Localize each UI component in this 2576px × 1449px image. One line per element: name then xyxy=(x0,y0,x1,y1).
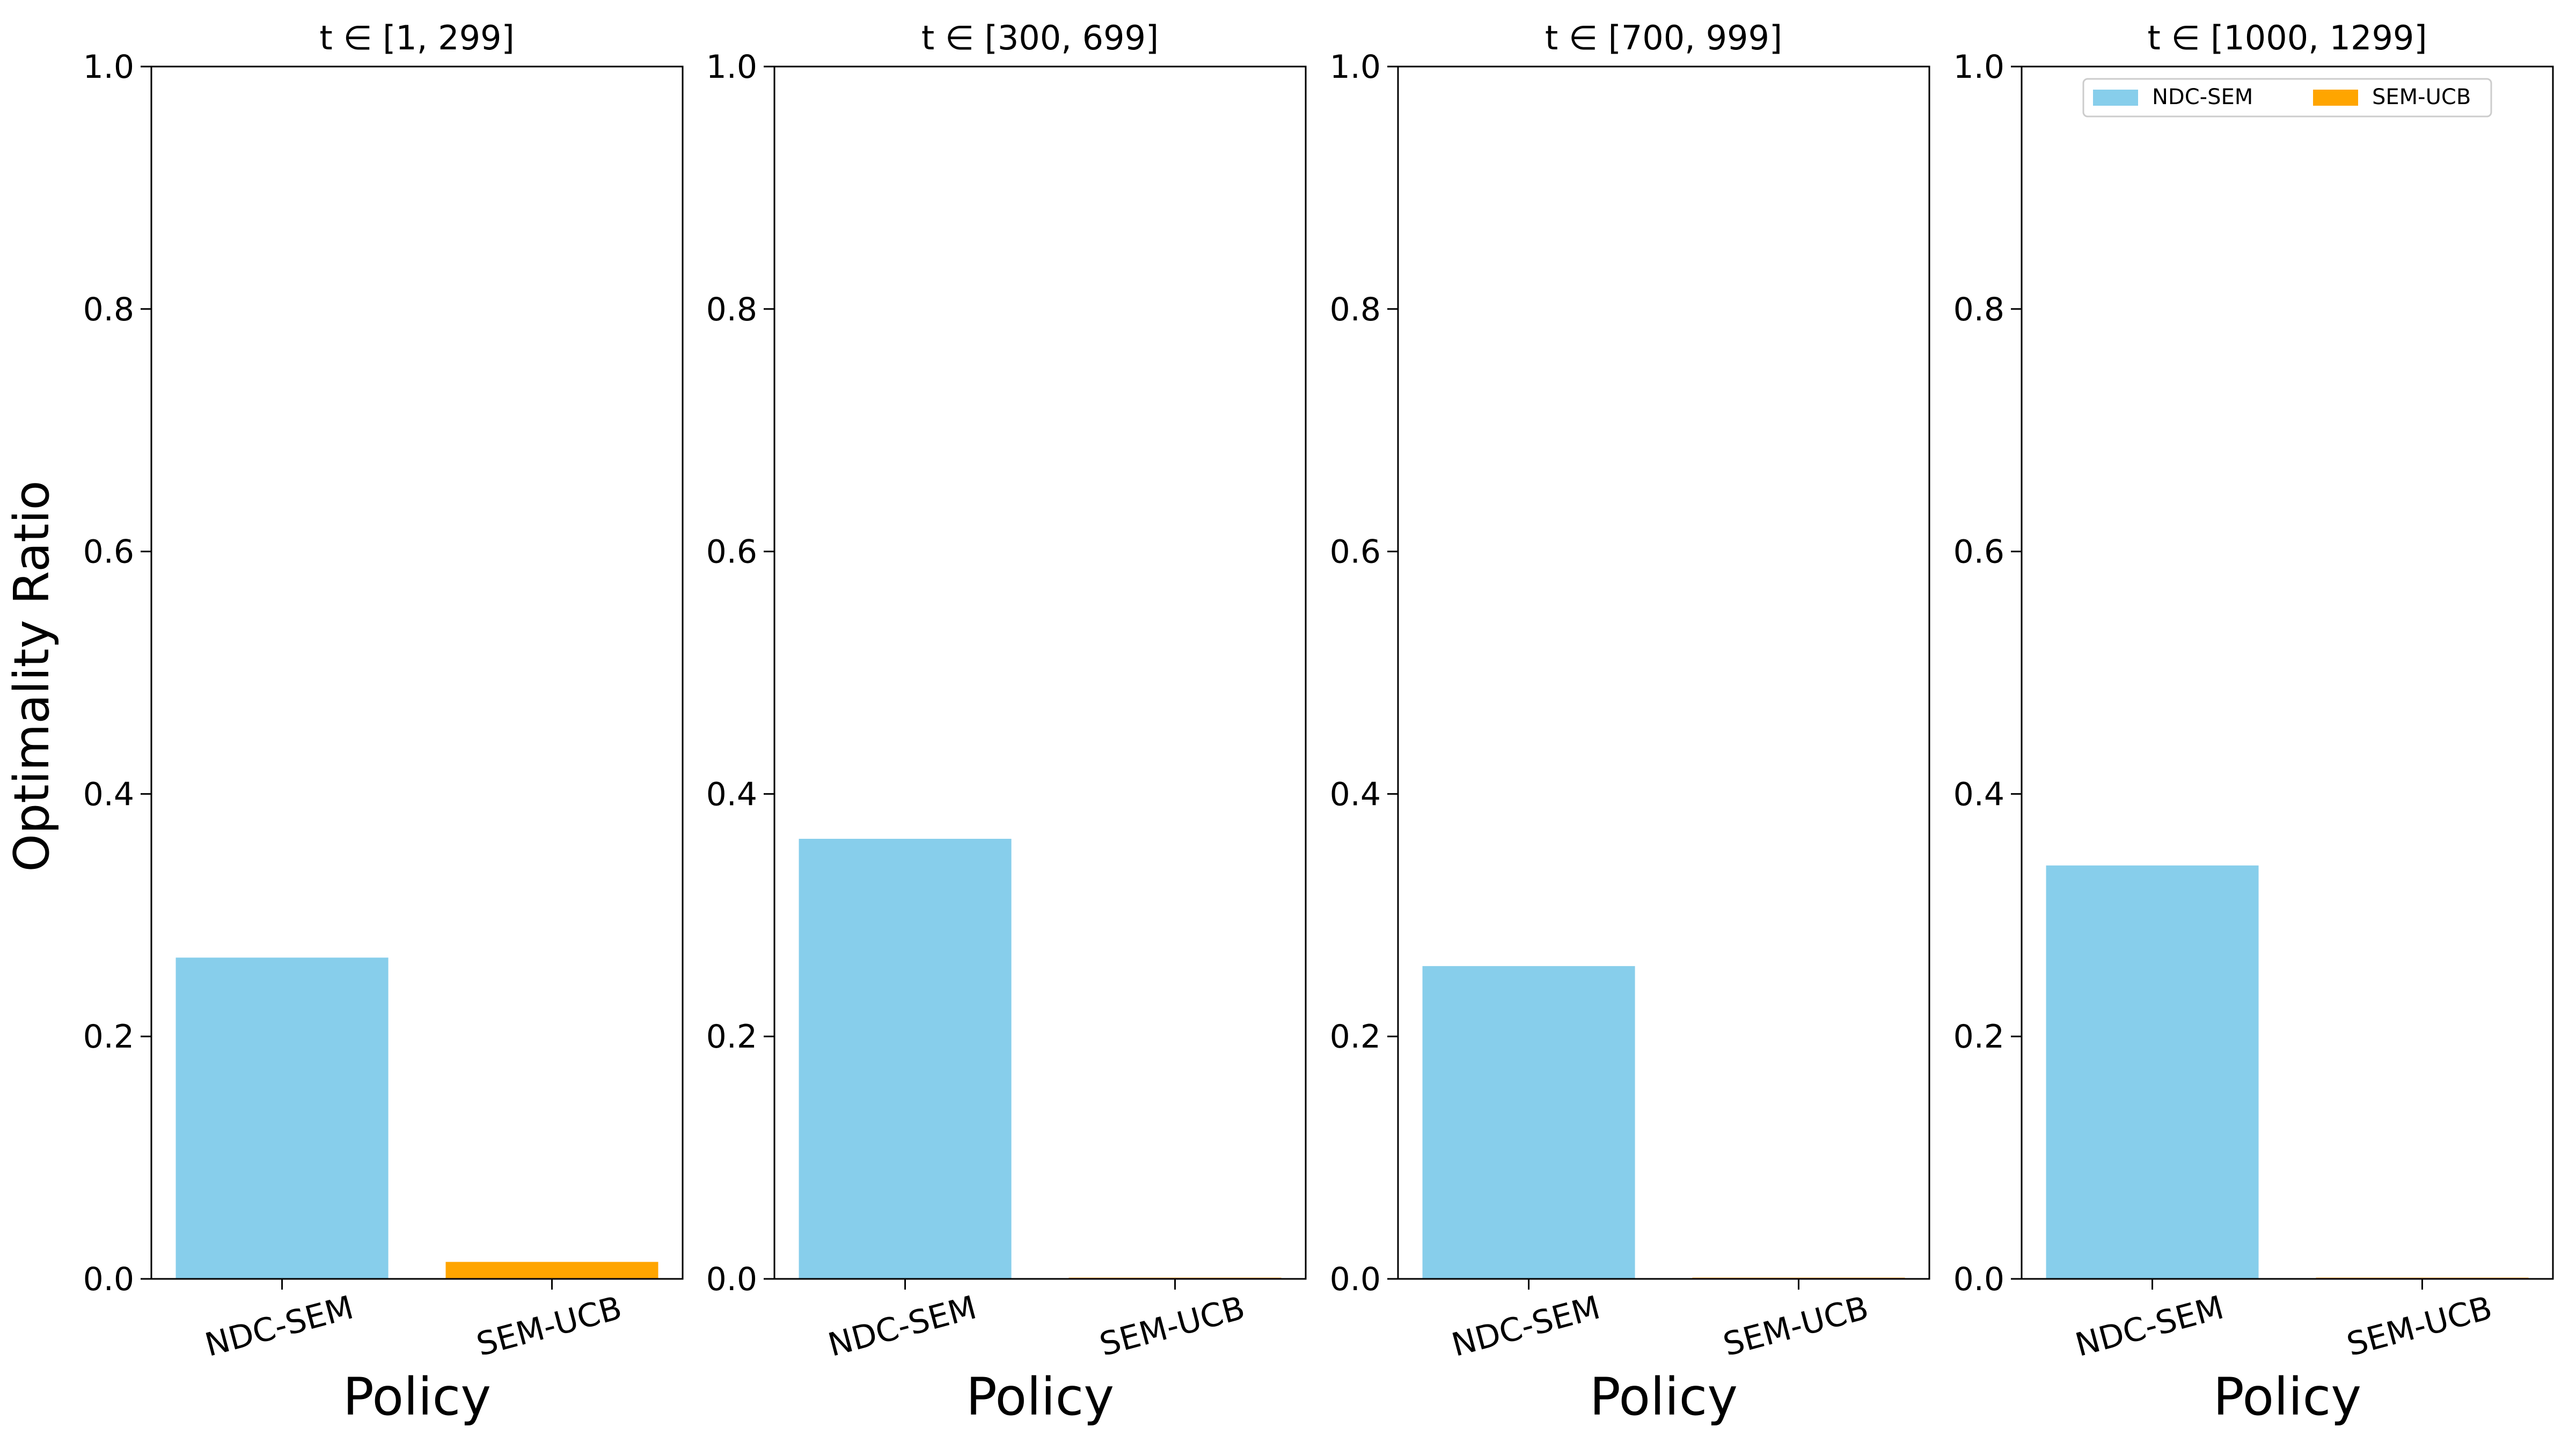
bar-ndc-sem xyxy=(2046,865,2259,1279)
y-tick-label: 0.8 xyxy=(1953,291,2004,328)
y-tick-label: 0.2 xyxy=(706,1018,757,1056)
y-tick-label: 0.2 xyxy=(83,1018,134,1056)
bar-ndc-sem xyxy=(175,957,389,1279)
panel-title: t ∈ [1, 299] xyxy=(319,18,514,57)
legend-swatch-ndc-sem xyxy=(2093,90,2138,106)
legend: NDC-SEM SEM-UCB xyxy=(2082,78,2492,118)
y-tick-label: 0.4 xyxy=(706,775,757,813)
panel-4: t ∈ [1000, 1299] 0.0 0.2 0.4 0.6 0.8 1.0 NDC-SE… xyxy=(1953,18,2554,1427)
y-tick-label: 0.0 xyxy=(1330,1261,1381,1298)
y-tick-label: 0.2 xyxy=(1953,1018,2004,1056)
panel-3: t ∈ [700, 999] 0.0 0.2 0.4 0.6 0.8 1.0 NDC-SEM S… xyxy=(1330,18,1930,1427)
x-axis-label: Policy xyxy=(343,1367,491,1427)
y-tick-label: 0.6 xyxy=(1330,533,1381,571)
x-axis-label: Policy xyxy=(2213,1367,2361,1427)
y-tick-label: 0.6 xyxy=(706,533,757,571)
legend-frame xyxy=(2082,78,2492,118)
x-axis-label: Policy xyxy=(1590,1367,1738,1427)
x-axis-label: Policy xyxy=(966,1367,1114,1427)
y-tick-label: 0.0 xyxy=(706,1261,757,1298)
x-tick-label-sem-ucb: SEM-UCB xyxy=(2343,1289,2496,1364)
x-tick-label-sem-ucb: SEM-UCB xyxy=(1096,1289,1249,1364)
axes-frame xyxy=(2021,65,2554,1280)
legend-swatch-sem-ucb xyxy=(2313,90,2358,106)
x-tick-label-ndc-sem: NDC-SEM xyxy=(2072,1289,2228,1364)
panel-2: t ∈ [300, 699] 0.0 0.2 0.4 0.6 0.8 1.0 NDC-SEM S… xyxy=(706,18,1307,1427)
y-tick-label: 0.6 xyxy=(83,533,134,571)
axes-frame xyxy=(773,65,1307,1280)
y-tick-label: 1.0 xyxy=(1953,48,2004,86)
y-axis-label: Optimality Ratio xyxy=(4,480,60,872)
x-tick-label-ndc-sem: NDC-SEM xyxy=(1448,1289,1604,1364)
x-tick-label-sem-ucb: SEM-UCB xyxy=(473,1289,626,1364)
y-tick-label: 0.8 xyxy=(83,291,134,328)
bar-ndc-sem xyxy=(799,838,1012,1279)
axes-frame xyxy=(150,65,684,1280)
y-tick-label: 0.8 xyxy=(1330,291,1381,328)
x-tick-label-ndc-sem: NDC-SEM xyxy=(824,1289,980,1364)
bar-sem-ucb xyxy=(445,1262,658,1279)
legend-label-sem-ucb: SEM-UCB xyxy=(2372,85,2471,109)
y-tick-label: 1.0 xyxy=(1330,48,1381,86)
panel-title: t ∈ [700, 999] xyxy=(1545,18,1782,57)
panel-1: t ∈ [1, 299] 0.0 0.2 0.4 0.6 0.8 1.0 NDC-SEM SEM… xyxy=(83,18,684,1427)
x-tick-label-ndc-sem: NDC-SEM xyxy=(201,1289,357,1364)
y-tick-label: 0.6 xyxy=(1953,533,2004,571)
x-tick-label-sem-ucb: SEM-UCB xyxy=(1719,1289,1872,1364)
y-tick-label: 0.2 xyxy=(1330,1018,1381,1056)
bar-ndc-sem xyxy=(1422,966,1635,1279)
y-tick-label: 1.0 xyxy=(706,48,757,86)
y-tick-label: 0.8 xyxy=(706,291,757,328)
axes-frame xyxy=(1397,65,1930,1280)
y-tick-label: 0.0 xyxy=(83,1261,134,1298)
y-tick-label: 0.4 xyxy=(1953,775,2004,813)
y-tick-label: 0.4 xyxy=(1330,775,1381,813)
panel-title: t ∈ [300, 699] xyxy=(921,18,1159,57)
y-tick-label: 1.0 xyxy=(83,48,134,86)
y-tick-label: 0.4 xyxy=(83,775,134,813)
y-tick-label: 0.0 xyxy=(1953,1261,2004,1298)
legend-label-ndc-sem: NDC-SEM xyxy=(2152,85,2253,109)
panel-title: t ∈ [1000, 1299] xyxy=(2147,18,2427,57)
